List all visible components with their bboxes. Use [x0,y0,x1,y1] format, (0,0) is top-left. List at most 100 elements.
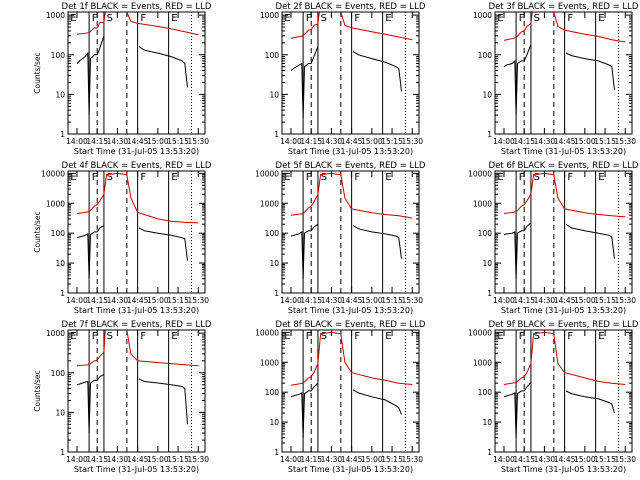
region-label: F [140,13,146,24]
x-tick-label: 14:00 [280,455,302,464]
events-series-line [290,382,402,438]
lld-series-line [76,12,199,36]
x-axis-label: Start Time (31-Jul-05 13:53:20) [288,306,413,315]
y-tick-label: 100 [478,229,493,238]
y-tick-label: 10000 [41,169,65,178]
y-tick-label: 1 [487,130,492,139]
region-label: E [385,13,391,24]
x-tick-label: 14:00 [66,137,88,146]
x-tick-label: 15:30 [187,137,209,146]
x-tick-label: 14:00 [66,455,88,464]
x-tick-label: 14:00 [493,137,515,146]
region-label: F [140,172,146,183]
region-label: F [354,13,360,24]
region-label: E [497,172,503,183]
region-label: S [107,172,113,183]
x-tick-label: 14:00 [66,296,88,305]
region-label: E [497,331,503,342]
x-tick-label: 15:30 [187,296,209,305]
region-label: F [519,331,525,342]
x-tick-label: 15:00 [574,455,596,464]
x-axis-label: Start Time (31-Jul-05 13:53:20) [288,147,413,156]
x-tick-label: 15:30 [614,296,636,305]
y-tick-label: 1 [274,448,279,457]
region-label: S [107,331,113,342]
y-tick-label: 10 [269,418,279,427]
y-tick-label: 1000 [260,358,279,367]
region-label: S [107,13,113,24]
events-series-line [76,374,188,434]
region-label: F [519,172,525,183]
y-tick-label: 10000 [255,169,279,178]
x-tick-label: 15:00 [574,137,596,146]
panel-title: Det 1f BLACK = Events, RED = LLD [62,2,212,12]
panel-title: Det 6f BLACK = Events, RED = LLD [489,161,639,171]
y-tick-label: 1000 [260,199,279,208]
y-tick-label: 10 [55,408,65,417]
x-tick-label: 15:00 [361,455,383,464]
region-label: F [140,331,146,342]
x-axis-label: Start Time (31-Jul-05 13:53:20) [501,465,626,474]
x-tick-label: 14:15 [300,137,322,146]
x-tick-label: 15:15 [167,455,189,464]
x-axis-label: Start Time (31-Jul-05 13:53:20) [288,465,413,474]
plot-frame [281,170,420,294]
plot-frame [494,11,633,135]
y-tick-label: 10000 [255,328,279,337]
y-tick-label: 1000 [46,199,65,208]
events-series-line [503,382,615,438]
x-tick-label: 14:15 [86,455,108,464]
plot-frame [67,170,206,294]
y-tick-label: 10 [269,259,279,268]
x-tick-label: 15:00 [574,296,596,305]
region-label: F [519,13,525,24]
y-tick-label: 1 [487,448,492,457]
y-tick-label: 1 [274,130,279,139]
region-label: E [70,172,76,183]
panel-title: Det 7f BLACK = Events, RED = LLD [62,320,212,330]
region-label: F [92,172,98,183]
region-label: F [92,331,98,342]
region-label: S [534,13,540,24]
events-series-line [76,225,188,279]
panel-title: Det 8f BLACK = Events, RED = LLD [276,320,426,330]
x-tick-label: 14:30 [107,137,129,146]
x-tick-label: 14:30 [321,455,343,464]
region-label: S [534,172,540,183]
x-tick-label: 14:45 [554,137,576,146]
x-tick-label: 14:30 [107,455,129,464]
region-label: S [321,172,327,183]
x-tick-label: 14:45 [554,455,576,464]
x-tick-label: 14:15 [513,137,535,146]
panel-title: Det 2f BLACK = Events, RED = LLD [276,2,426,12]
plot-frame [67,329,206,453]
y-tick-label: 10 [482,259,492,268]
x-tick-label: 14:00 [493,296,515,305]
region-label: F [354,331,360,342]
y-tick-label: 1 [60,289,65,298]
y-tick-label: 100 [265,229,280,238]
x-tick-label: 15:15 [594,455,616,464]
y-tick-label: 100 [51,51,66,60]
region-label: F [306,331,312,342]
plot-frame [281,11,420,135]
x-tick-label: 14:30 [534,455,556,464]
x-tick-label: 14:00 [493,455,515,464]
y-tick-label: 100 [51,229,66,238]
x-tick-label: 14:30 [321,137,343,146]
x-axis-label: Start Time (31-Jul-05 13:53:20) [74,306,199,315]
x-tick-label: 15:15 [594,296,616,305]
y-tick-label: 1000 [260,11,279,20]
region-label: F [567,331,573,342]
y-axis-label: Counts/sec [33,211,42,252]
plot-frame [494,329,633,453]
lld-series-line [76,330,199,367]
y-tick-label: 1 [60,130,65,139]
x-tick-label: 15:30 [614,455,636,464]
x-tick-label: 15:00 [361,296,383,305]
x-tick-label: 15:30 [401,137,423,146]
